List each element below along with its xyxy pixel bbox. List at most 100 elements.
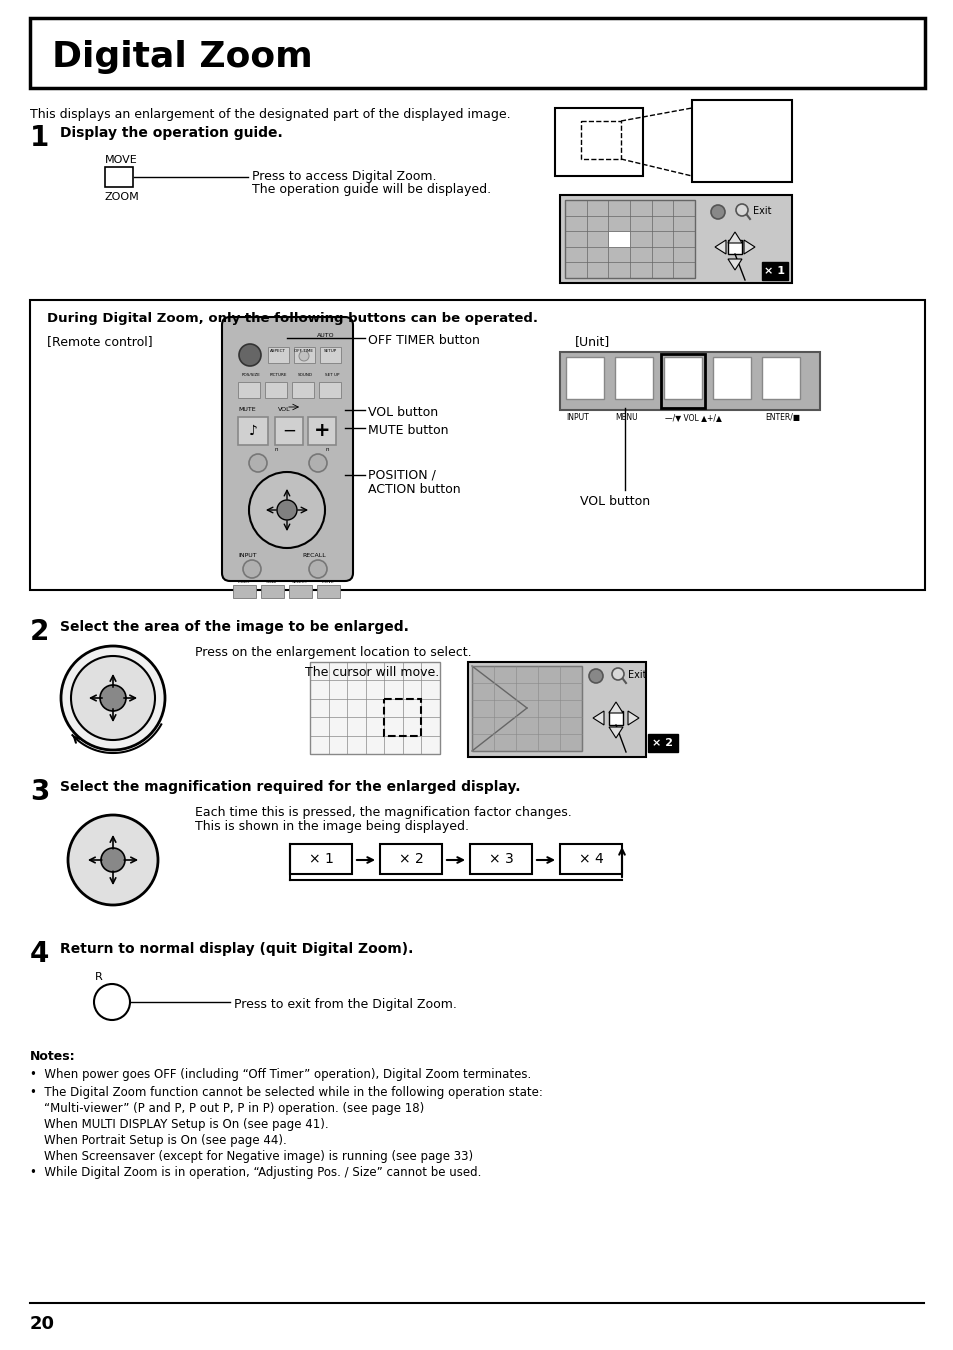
Bar [647,734,678,752]
Text: ♪: ♪ [249,424,257,437]
Bar [319,347,340,363]
Text: OFF TIME: OFF TIME [294,350,314,352]
Text: SETUP: SETUP [323,350,336,352]
Bar [472,666,581,751]
Text: Each time this is pressed, the magnification factor changes.: Each time this is pressed, the magnifica… [194,806,571,819]
Text: × 2: × 2 [398,852,423,865]
Text: Display the operation guide.: Display the operation guide. [60,126,282,140]
Text: INPUT: INPUT [565,413,588,423]
Text: When MULTI DISPLAY Setup is On (see page 41).: When MULTI DISPLAY Setup is On (see page… [44,1118,328,1131]
Bar [318,382,340,398]
Text: Exit: Exit [627,670,646,680]
Text: MUTE: MUTE [237,406,255,412]
Text: The operation guide will be displayed.: The operation guide will be displayed. [252,184,491,196]
Bar [608,711,622,725]
Polygon shape [727,259,741,270]
Text: When Portrait Setup is On (see page 44).: When Portrait Setup is On (see page 44). [44,1134,287,1148]
Text: 2: 2 [30,618,50,647]
Circle shape [588,670,602,683]
Bar [580,122,620,159]
Text: This is shown in the image being displayed.: This is shown in the image being display… [194,819,469,833]
Bar [310,662,439,755]
Bar [308,417,335,446]
Text: MUTE button: MUTE button [368,424,448,437]
Text: POSITION /
ACTION button: POSITION / ACTION button [368,468,460,495]
Bar [608,231,629,247]
Circle shape [710,205,724,219]
Text: [Remote control]: [Remote control] [47,335,152,348]
Bar [660,354,704,408]
Circle shape [243,560,261,578]
Text: Select the magnification required for the enlarged display.: Select the magnification required for th… [60,780,520,794]
Circle shape [249,472,325,548]
Text: ASPECT: ASPECT [270,350,286,352]
Text: PICTURE: PICTURE [269,373,287,377]
Text: n: n [274,447,278,452]
Circle shape [94,984,130,1021]
Text: MOVE: MOVE [105,155,137,165]
Text: VOL button: VOL button [368,406,437,418]
Bar [105,167,132,188]
FancyBboxPatch shape [222,317,353,580]
Bar [237,382,260,398]
Circle shape [309,560,327,578]
Polygon shape [627,711,639,725]
Bar [289,585,312,598]
Text: 3: 3 [30,778,50,806]
Circle shape [68,815,158,904]
Bar [292,382,314,398]
Polygon shape [727,232,741,243]
Bar [468,662,645,757]
Bar [265,382,287,398]
Text: VOL: VOL [277,406,291,412]
Text: Press to access Digital Zoom.: Press to access Digital Zoom. [252,170,436,184]
Bar [30,18,924,88]
Text: AUTO: AUTO [316,333,335,338]
Text: × 1: × 1 [763,266,784,275]
Bar [712,356,750,400]
Bar [663,356,701,400]
Text: × 4: × 4 [578,852,602,865]
Text: Digital Zoom: Digital Zoom [52,40,313,74]
Text: Select the area of the image to be enlarged.: Select the area of the image to be enlar… [60,620,409,634]
Text: The cursor will move.: The cursor will move. [305,666,438,679]
Bar [290,844,352,873]
Text: × 3: × 3 [488,852,513,865]
Bar [615,356,652,400]
Text: VOL button: VOL button [579,495,649,508]
Bar [274,417,303,446]
Text: ENTER/■: ENTER/■ [764,413,800,423]
Text: Exit: Exit [752,207,771,216]
Circle shape [71,656,154,740]
Bar [261,585,284,598]
Text: •  The Digital Zoom function cannot be selected while in the following operation: • The Digital Zoom function cannot be se… [30,1085,542,1099]
Text: MENU: MENU [615,413,637,423]
Text: When Screensaver (except for Negative image) is running (see page 33): When Screensaver (except for Negative im… [44,1150,473,1162]
Circle shape [239,344,261,366]
Text: Notes:: Notes: [30,1050,75,1062]
Bar [559,194,791,284]
Text: During Digital Zoom, only the following buttons can be operated.: During Digital Zoom, only the following … [47,312,537,325]
Text: × 2: × 2 [652,738,673,748]
Text: +: + [314,421,330,440]
Bar [761,356,800,400]
Bar [555,108,642,176]
Text: 1: 1 [30,124,50,153]
Circle shape [276,500,296,520]
Text: “Multi-viewer” (P and P, P out P, P in P) operation. (see page 18): “Multi-viewer” (P and P, P out P, P in P… [44,1102,424,1115]
Bar [233,585,255,598]
Polygon shape [593,711,603,725]
Bar [379,844,441,873]
Text: MULTI: MULTI [237,580,250,585]
Polygon shape [608,702,622,713]
Circle shape [735,204,747,216]
Text: This displays an enlargement of the designated part of the displayed image.: This displays an enlargement of the desi… [30,108,510,122]
Circle shape [309,454,327,472]
Text: ZOOM: ZOOM [105,192,139,202]
Text: SELECT: SELECT [292,580,308,585]
Text: 20: 20 [30,1315,55,1332]
Bar [316,585,339,598]
Text: •  When power goes OFF (including “Off Timer” operation), Digital Zoom terminate: • When power goes OFF (including “Off Ti… [30,1068,531,1081]
Text: —/▼ VOL ▲+/▲: —/▼ VOL ▲+/▲ [664,413,721,423]
Text: 4: 4 [30,940,50,968]
